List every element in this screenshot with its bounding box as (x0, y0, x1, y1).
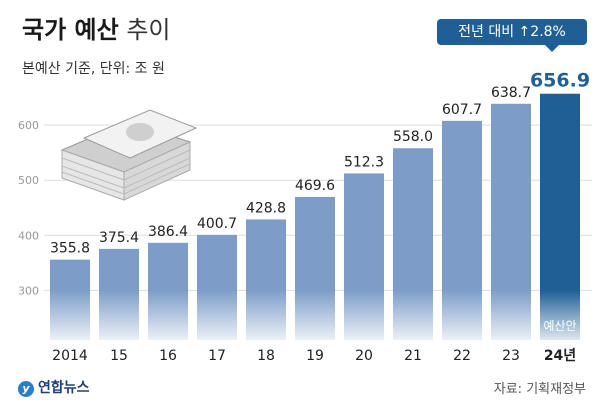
bar-value-label: 428.8 (246, 200, 286, 216)
x-tick-label: 20 (355, 348, 373, 364)
y-tick-label: 600 (18, 119, 39, 132)
x-tick-label: 18 (257, 348, 275, 364)
title-light: 추이 (126, 16, 171, 44)
source-note: 자료: 기획재정부 (493, 382, 586, 397)
page-title: 국가 예산 추이 (22, 10, 171, 45)
x-tick-label: 19 (306, 348, 324, 364)
y-tick-label: 500 (18, 174, 39, 187)
title-bold: 국가 예산 (22, 16, 119, 44)
x-tick-label: 21 (404, 348, 422, 364)
agency-name: 연합뉴스 (38, 380, 90, 396)
bar-value-label: 558.0 (393, 129, 433, 145)
y-tick-label: 300 (18, 284, 39, 297)
bar-value-label: 656.9 (530, 70, 590, 92)
x-tick-label: 15 (110, 348, 128, 364)
bar-value-label: 469.6 (295, 178, 335, 194)
x-tick-label: 2014 (52, 348, 88, 364)
x-tick-label: 16 (159, 348, 177, 364)
x-tick-label: 22 (453, 348, 471, 364)
highlight-bar-label: 예산안 (543, 319, 576, 333)
bar-value-label: 400.7 (197, 216, 237, 232)
y-tick-label: 400 (18, 229, 39, 242)
change-callout: 전년 대비 ↑2.8% (437, 19, 587, 52)
bar-value-label: 386.4 (148, 224, 188, 240)
bar-value-label: 512.3 (344, 154, 384, 170)
x-tick-label: 23 (502, 348, 520, 364)
money-stack-icon (60, 109, 198, 201)
chart-subtitle: 본예산 기준, 단위: 조 원 (22, 61, 165, 77)
bar-value-label: 355.8 (50, 241, 90, 257)
agency-logo-icon: y (18, 381, 34, 397)
bar-value-label: 375.4 (99, 230, 139, 246)
bar-value-label: 638.7 (491, 85, 531, 101)
agency-logo: y 연합뉴스 (18, 377, 90, 397)
bar-value-label: 607.7 (442, 102, 482, 118)
x-tick-label: 17 (208, 348, 226, 364)
x-tick-label: 24년 (544, 348, 576, 364)
